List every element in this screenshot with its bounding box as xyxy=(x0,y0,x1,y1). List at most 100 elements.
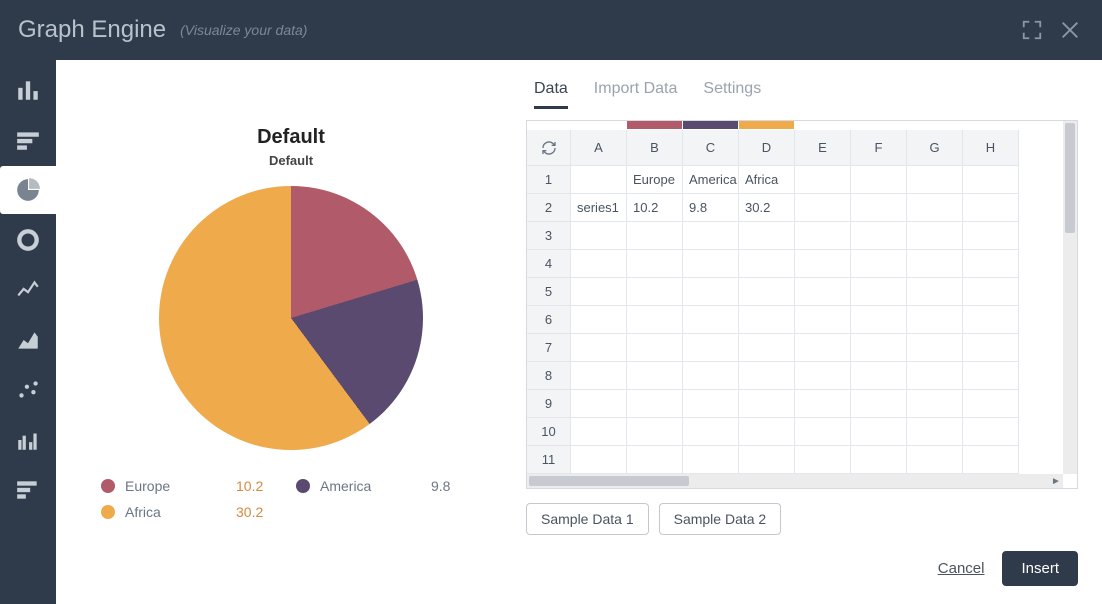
cell[interactable] xyxy=(571,390,627,418)
cell[interactable] xyxy=(907,418,963,446)
tab-data[interactable]: Data xyxy=(534,80,568,109)
cell[interactable] xyxy=(907,362,963,390)
cell[interactable] xyxy=(851,250,907,278)
cell[interactable] xyxy=(627,334,683,362)
column-header[interactable]: D xyxy=(739,130,795,166)
cell[interactable] xyxy=(571,334,627,362)
cell[interactable]: 10.2 xyxy=(627,194,683,222)
cell[interactable] xyxy=(571,166,627,194)
cell[interactable] xyxy=(795,222,851,250)
cell[interactable] xyxy=(683,334,739,362)
cell[interactable] xyxy=(795,250,851,278)
cell[interactable] xyxy=(907,166,963,194)
cell[interactable] xyxy=(739,278,795,306)
cell[interactable] xyxy=(907,334,963,362)
cell[interactable]: Europe xyxy=(627,166,683,194)
cell[interactable]: series1 xyxy=(571,194,627,222)
cell[interactable] xyxy=(739,222,795,250)
cell[interactable] xyxy=(851,194,907,222)
column-header[interactable]: H xyxy=(963,130,1019,166)
cell[interactable] xyxy=(795,362,851,390)
cell[interactable] xyxy=(907,446,963,474)
sidebar-item-donut-chart[interactable] xyxy=(0,216,56,264)
row-header[interactable]: 2 xyxy=(527,194,571,222)
cell[interactable] xyxy=(571,418,627,446)
sidebar-item-area-chart[interactable] xyxy=(0,316,56,364)
cell[interactable] xyxy=(683,446,739,474)
column-header[interactable]: E xyxy=(795,130,851,166)
tab-settings[interactable]: Settings xyxy=(703,80,761,109)
sidebar-item-horizontal-bar[interactable] xyxy=(0,466,56,514)
close-button[interactable] xyxy=(1056,16,1084,44)
column-header[interactable]: B xyxy=(627,130,683,166)
cell[interactable] xyxy=(851,166,907,194)
cell[interactable] xyxy=(907,390,963,418)
tab-import-data[interactable]: Import Data xyxy=(594,80,678,109)
cell[interactable] xyxy=(795,166,851,194)
cell[interactable] xyxy=(795,194,851,222)
cell[interactable] xyxy=(627,418,683,446)
cell[interactable] xyxy=(739,362,795,390)
cell[interactable] xyxy=(739,390,795,418)
cell[interactable] xyxy=(907,250,963,278)
cell[interactable] xyxy=(907,306,963,334)
sheet-refresh-button[interactable] xyxy=(527,130,571,166)
row-header[interactable]: 8 xyxy=(527,362,571,390)
row-header[interactable]: 3 xyxy=(527,222,571,250)
cell[interactable] xyxy=(963,194,1019,222)
insert-button[interactable]: Insert xyxy=(1002,551,1078,586)
cell[interactable] xyxy=(851,390,907,418)
row-header[interactable]: 10 xyxy=(527,418,571,446)
horizontal-scrollbar[interactable]: ◄ ► xyxy=(527,474,1063,488)
cell[interactable] xyxy=(739,250,795,278)
row-header[interactable]: 1 xyxy=(527,166,571,194)
cell[interactable]: Africa xyxy=(739,166,795,194)
cell[interactable] xyxy=(571,446,627,474)
cell[interactable] xyxy=(627,390,683,418)
cell[interactable] xyxy=(963,390,1019,418)
cell[interactable] xyxy=(963,306,1019,334)
column-header[interactable]: F xyxy=(851,130,907,166)
cell[interactable] xyxy=(851,418,907,446)
cell[interactable] xyxy=(627,446,683,474)
cell[interactable] xyxy=(851,306,907,334)
cell[interactable] xyxy=(683,418,739,446)
cell[interactable] xyxy=(907,194,963,222)
cell[interactable] xyxy=(627,250,683,278)
cell[interactable] xyxy=(683,278,739,306)
cell[interactable] xyxy=(907,222,963,250)
cell[interactable] xyxy=(851,446,907,474)
cell[interactable] xyxy=(851,222,907,250)
cell[interactable] xyxy=(963,418,1019,446)
cell[interactable] xyxy=(571,278,627,306)
cell[interactable] xyxy=(683,222,739,250)
scroll-right-icon[interactable]: ► xyxy=(1050,475,1062,487)
cancel-button[interactable]: Cancel xyxy=(938,560,985,577)
cell[interactable] xyxy=(795,418,851,446)
sample-data-1-button[interactable]: Sample Data 1 xyxy=(526,503,649,535)
cell[interactable]: 30.2 xyxy=(739,194,795,222)
row-header[interactable]: 6 xyxy=(527,306,571,334)
cell[interactable] xyxy=(963,166,1019,194)
cell[interactable] xyxy=(739,334,795,362)
cell[interactable] xyxy=(795,446,851,474)
column-header[interactable]: A xyxy=(571,130,627,166)
cell[interactable] xyxy=(963,334,1019,362)
cell[interactable] xyxy=(851,362,907,390)
cell[interactable]: America xyxy=(683,166,739,194)
sidebar-item-bar-chart[interactable] xyxy=(0,66,56,114)
vertical-scrollbar[interactable] xyxy=(1063,121,1077,474)
spreadsheet-grid[interactable]: ABCDEFGH1EuropeAmericaAfrica2series110.2… xyxy=(527,130,1077,488)
cell[interactable] xyxy=(627,278,683,306)
cell[interactable] xyxy=(795,334,851,362)
cell[interactable]: 9.8 xyxy=(683,194,739,222)
sidebar-item-stacked-bar[interactable] xyxy=(0,116,56,164)
cell[interactable] xyxy=(627,362,683,390)
sidebar-item-pie-chart[interactable] xyxy=(0,166,56,214)
cell[interactable] xyxy=(571,306,627,334)
column-header[interactable]: G xyxy=(907,130,963,166)
cell[interactable] xyxy=(627,306,683,334)
fullscreen-button[interactable] xyxy=(1018,16,1046,44)
cell[interactable] xyxy=(683,390,739,418)
sidebar-item-grouped-bar[interactable] xyxy=(0,416,56,464)
